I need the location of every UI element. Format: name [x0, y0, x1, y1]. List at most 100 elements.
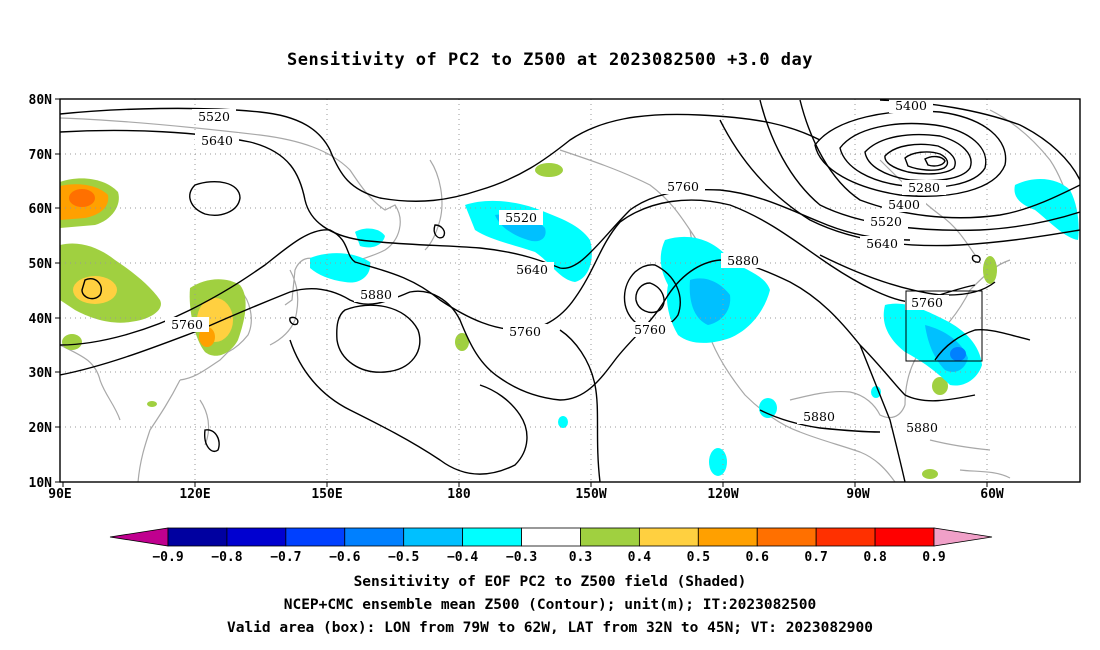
contour-label: 5880 — [727, 253, 759, 268]
contour-5880-west-pacific — [559, 329, 601, 482]
latitude-labels: 80N 70N 60N 50N 40N 30N 20N 10N — [29, 93, 53, 491]
contour-low-arctic-6 — [924, 155, 946, 167]
contour-high-nw-pacific — [336, 304, 421, 373]
contour-5880-main — [60, 259, 976, 402]
axis-ticks — [55, 98, 988, 487]
contour-high-siberia — [189, 181, 241, 216]
shade-neg-tropical — [709, 448, 727, 476]
contour-5880-atlantic — [859, 344, 906, 482]
colorbar-label: −0.3 — [506, 550, 537, 565]
colorbar-box — [521, 527, 581, 547]
contour-label: 5400 — [895, 98, 927, 113]
shade-pos-caribbean — [922, 469, 938, 479]
positive-shading — [60, 163, 997, 479]
contour-label: 5880 — [803, 409, 835, 424]
shade-neg-kamchatka — [310, 253, 371, 283]
contour-label: 5760 — [667, 179, 699, 194]
shade-pos-india-small — [147, 401, 157, 407]
lat-label: 70N — [29, 148, 53, 163]
shade-neg-kuril — [355, 228, 385, 248]
colorbar-box — [403, 527, 464, 547]
coastline-philippines — [199, 399, 210, 446]
shade-pos-atlantic — [932, 377, 948, 395]
coastline-kamchatka — [424, 159, 443, 251]
map-title: Sensitivity of PC2 to Z500 at 2023082500… — [286, 50, 813, 70]
shade-pos-siberia-core — [69, 189, 95, 207]
contour-5880-south — [289, 339, 528, 475]
shade-neg-east-coast-core — [950, 347, 966, 361]
lat-label: 20N — [29, 421, 53, 436]
lat-label: 60N — [29, 202, 53, 217]
lat-label: 80N — [29, 93, 53, 108]
coastline-central-america — [799, 431, 896, 482]
contour-label: 5520 — [870, 214, 902, 229]
contour-small-japan — [289, 316, 299, 326]
colorbar-min-triangle — [109, 527, 169, 547]
valid-area-box — [905, 290, 983, 362]
lon-label: 150W — [575, 487, 606, 502]
footer-line-3: Valid area (box): LON from 79W to 62W, L… — [226, 620, 873, 636]
colorbar-label: 0.9 — [922, 550, 945, 565]
coastline-japan — [269, 269, 299, 346]
colorbar-box — [874, 527, 935, 547]
contour-5760-east — [819, 254, 996, 296]
contour-label: 5760 — [509, 324, 541, 339]
footer-line-2: NCEP+CMC ensemble mean Z500 (Contour); u… — [283, 597, 817, 613]
colorbar-box — [167, 527, 228, 547]
shade-pos-india — [62, 334, 82, 350]
colorbar-box — [462, 527, 522, 547]
contour-high-tibet — [81, 278, 102, 300]
colorbar-box — [697, 527, 758, 547]
colorbar-label: −0.6 — [329, 550, 360, 565]
colorbar — [109, 527, 993, 547]
lat-label: 40N — [29, 312, 53, 327]
shade-pos-bering — [535, 163, 563, 177]
contour-label: 5760 — [911, 295, 943, 310]
contour-label: 5880 — [906, 420, 938, 435]
coastline-caribbean — [929, 439, 991, 451]
contour-low-pacific-inner — [635, 282, 665, 314]
shade-neg-pacific-nw-core — [689, 278, 731, 325]
contour-low-arctic-2 — [839, 122, 987, 188]
contour-label: 5520 — [198, 109, 230, 124]
contour-small-labrador — [971, 254, 981, 263]
coastline-gulf — [789, 390, 906, 419]
contour-small-tropical — [204, 429, 220, 452]
coastline-korea-china — [179, 289, 252, 381]
contour-label: 5520 — [505, 210, 537, 225]
colorbar-max-triangle — [933, 527, 993, 547]
coastline-southeast-asia — [137, 379, 181, 482]
shade-neg-bahamas — [871, 386, 881, 398]
colorbar-box — [226, 527, 287, 547]
lon-label: 150E — [311, 487, 342, 502]
contour-label: 5400 — [888, 197, 920, 212]
colorbar-box — [815, 527, 876, 547]
coastline-south-america — [959, 469, 1011, 479]
contour-label: 5760 — [171, 317, 203, 332]
shade-neg-alaska — [465, 200, 592, 282]
shade-neg-greenland-south — [1014, 178, 1079, 240]
colorbar-label: 0.7 — [804, 550, 827, 565]
colorbar-label: −0.7 — [270, 550, 301, 565]
colorbar-box — [285, 527, 346, 547]
longitude-labels: 90E 120E 150E 180 150W 120W 90W 60W — [48, 487, 1004, 502]
map-border — [59, 98, 1081, 483]
contour-label: 5280 — [908, 180, 940, 195]
colorbar-label: 0.4 — [628, 550, 652, 565]
contour-label: 5880 — [360, 287, 392, 302]
shade-pos-nw-pacific — [455, 333, 469, 351]
lon-label: 120E — [179, 487, 210, 502]
colorbar-label: 0.8 — [863, 550, 887, 565]
contour-low-arctic-4 — [884, 143, 956, 175]
contour-5640-north — [60, 129, 911, 269]
colorbar-label: −0.9 — [152, 550, 183, 565]
colorbar-label: −0.5 — [388, 550, 419, 565]
colorbar-label: −0.8 — [211, 550, 242, 565]
lat-label: 50N — [29, 257, 53, 272]
contour-label: 5640 — [516, 262, 548, 277]
coastline-alaska — [559, 149, 701, 246]
contour-5520-north — [60, 107, 821, 202]
colorbar-box — [580, 527, 640, 547]
